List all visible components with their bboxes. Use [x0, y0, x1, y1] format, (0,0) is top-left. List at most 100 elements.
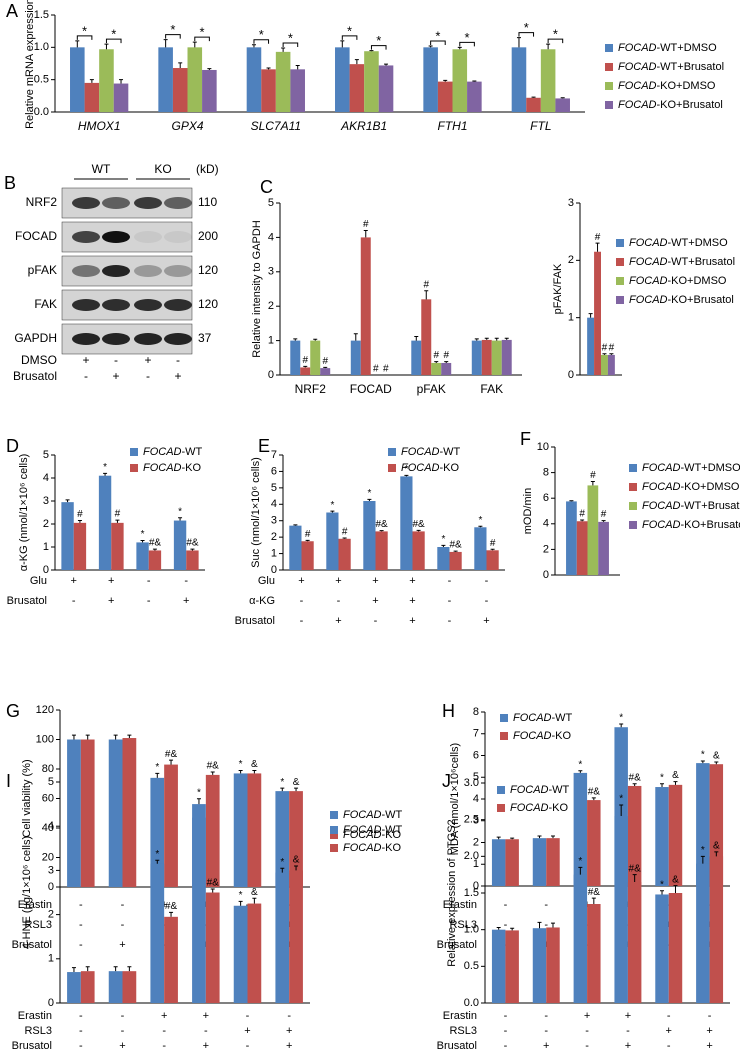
- unit-label: (kD): [196, 162, 219, 176]
- bar: [99, 49, 114, 112]
- condition-sign: -: [162, 1025, 166, 1037]
- error-bar: [700, 760, 705, 764]
- condition-sign: -: [667, 1040, 671, 1052]
- bar: [400, 476, 413, 570]
- annotation: #: [77, 509, 83, 520]
- error-bar: [127, 734, 132, 739]
- condition-name: RSL3: [24, 919, 52, 931]
- error-bar: [531, 96, 536, 98]
- bar: [310, 340, 321, 375]
- legend-swatch: [388, 448, 396, 456]
- condition-sign: -: [485, 575, 489, 587]
- blot-band: [72, 299, 100, 311]
- error-bar: [472, 80, 477, 82]
- bar: [587, 800, 601, 886]
- bar: [192, 804, 206, 1003]
- annotation: *: [288, 30, 293, 45]
- x-tick-label: GPX4: [171, 119, 203, 133]
- row-label: GAPDH: [14, 331, 57, 345]
- annotation: *: [141, 529, 145, 540]
- bar: [709, 856, 724, 1003]
- condition-sign: -: [121, 899, 125, 911]
- error-bar: [619, 804, 624, 816]
- condition-sign: +: [584, 1010, 590, 1022]
- y-tick-label: 5: [271, 482, 277, 494]
- condition-sign: -: [79, 919, 83, 931]
- error-bar: [305, 539, 310, 542]
- annotation: #&: [449, 540, 462, 551]
- bar: [326, 512, 339, 570]
- condition-name: Glu: [258, 575, 275, 587]
- error-bar: [89, 79, 94, 83]
- legend-label: FOCAD-KO+Brusatol: [618, 99, 723, 111]
- condition-sign: -: [626, 1025, 630, 1037]
- row-label: FAK: [34, 297, 57, 311]
- condition-sign: -: [72, 595, 76, 607]
- bar: [566, 501, 577, 575]
- condition-sign: +: [409, 615, 415, 627]
- annotation: *: [197, 787, 201, 798]
- bar: [233, 773, 248, 887]
- bar: [150, 777, 165, 887]
- panel-label: E: [258, 436, 270, 456]
- bar: [467, 81, 482, 112]
- annotation: #: [423, 279, 429, 290]
- bar: [320, 368, 331, 375]
- legend-label: FOCAD-WT+Brusatol: [618, 61, 724, 73]
- bar: [301, 541, 314, 570]
- error-bar: [595, 242, 600, 252]
- bar: [73, 522, 87, 570]
- bar: [275, 872, 290, 1003]
- condition-sign: +: [409, 595, 415, 607]
- error-bar: [169, 911, 174, 917]
- row-label: FOCAD: [15, 229, 57, 243]
- error-bar: [632, 783, 637, 786]
- annotation: #&: [207, 761, 220, 772]
- condition-sign: -: [287, 1010, 291, 1022]
- error-bar: [474, 338, 479, 341]
- bar: [67, 972, 81, 1003]
- condition-sign: +: [108, 595, 114, 607]
- bar: [505, 839, 519, 886]
- bar: [696, 863, 710, 1003]
- annotation: #: [433, 350, 439, 361]
- error-bar: [367, 498, 372, 501]
- y-tick-label: 40: [42, 822, 54, 834]
- error-bar: [163, 39, 168, 48]
- bar: [587, 317, 595, 375]
- bracket: [105, 38, 122, 44]
- condition-name: Brusatol: [437, 939, 477, 951]
- bar: [84, 82, 100, 112]
- error-bar: [632, 874, 637, 882]
- error-bar: [591, 897, 596, 904]
- error-bar: [75, 40, 80, 48]
- error-bar: [441, 544, 446, 547]
- bar: [290, 69, 305, 112]
- y-tick-label: 1: [473, 858, 479, 870]
- annotation: #: [579, 509, 585, 520]
- error-bar: [266, 67, 271, 70]
- condition-sign: -: [300, 595, 304, 607]
- bar: [360, 237, 371, 375]
- condition-sign: +: [119, 939, 125, 951]
- annotation: *: [701, 845, 705, 856]
- condition-name: Erastin: [443, 899, 477, 911]
- bar: [164, 916, 178, 1003]
- annotation: *: [155, 849, 159, 860]
- y-tick-label: 1: [43, 541, 49, 553]
- error-bar: [714, 761, 719, 765]
- error-bar: [660, 890, 665, 895]
- bar: [491, 839, 506, 886]
- condition-sign: -: [114, 353, 118, 367]
- error-bar: [295, 64, 300, 70]
- error-bar: [280, 867, 285, 873]
- error-bar: [590, 481, 595, 486]
- legend-label: FOCAD-KO: [513, 730, 572, 742]
- error-bar: [537, 835, 542, 839]
- error-bar: [251, 44, 256, 48]
- bar: [411, 340, 422, 375]
- condition-sign: -: [300, 615, 304, 627]
- error-bar: [354, 59, 359, 65]
- kd-label: 110: [198, 195, 217, 209]
- legend-label: FOCAD-KO+Brusatol: [629, 294, 734, 306]
